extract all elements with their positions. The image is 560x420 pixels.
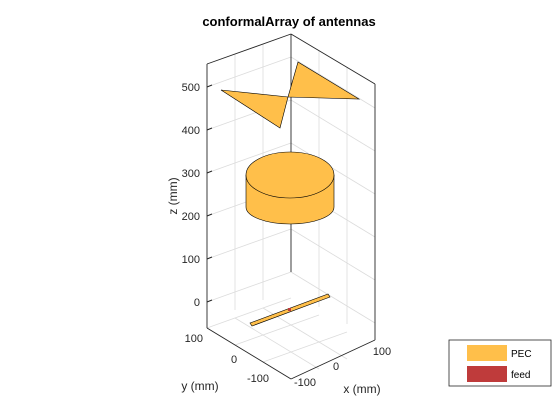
y-tick-label: -100 — [247, 373, 269, 385]
z-tick-label: 400 — [182, 125, 200, 137]
z-tick-label: 200 — [182, 211, 200, 223]
z-tick-label: 100 — [182, 254, 200, 266]
legend: PEC feed — [448, 339, 552, 387]
y-axis-label: y (mm) — [181, 379, 218, 393]
legend-label-pec: PEC — [511, 349, 532, 360]
cylinder-top — [245, 151, 335, 199]
legend-swatch-feed — [467, 366, 507, 382]
y-tick-label: 100 — [185, 333, 203, 345]
antenna-geometry — [220, 61, 361, 327]
y-tick-label: 0 — [231, 354, 237, 366]
y-axis-ticks: 100 0 -100 — [185, 333, 269, 385]
x-tick-label: -100 — [294, 377, 316, 389]
z-tick-label: 0 — [194, 297, 200, 309]
z-axis-ticks: 0 100 200 300 400 500 — [182, 82, 213, 309]
dipole-feed — [288, 308, 291, 311]
legend-swatch-pec — [467, 345, 507, 361]
legend-label-feed: feed — [511, 370, 530, 381]
z-tick-label: 300 — [182, 168, 200, 180]
x-axis-ticks: -100 0 100 — [294, 346, 391, 389]
bowtie-left-wing — [220, 89, 289, 129]
x-tick-label: 100 — [373, 346, 391, 358]
z-tick-label: 500 — [182, 82, 200, 94]
chart-title: conformalArray of antennas — [202, 14, 375, 29]
x-axis-label: x (mm) — [343, 382, 380, 396]
x-tick-label: 0 — [333, 361, 339, 373]
bowtie-right-wing — [287, 61, 361, 100]
z-axis-label: z (mm) — [166, 177, 180, 214]
